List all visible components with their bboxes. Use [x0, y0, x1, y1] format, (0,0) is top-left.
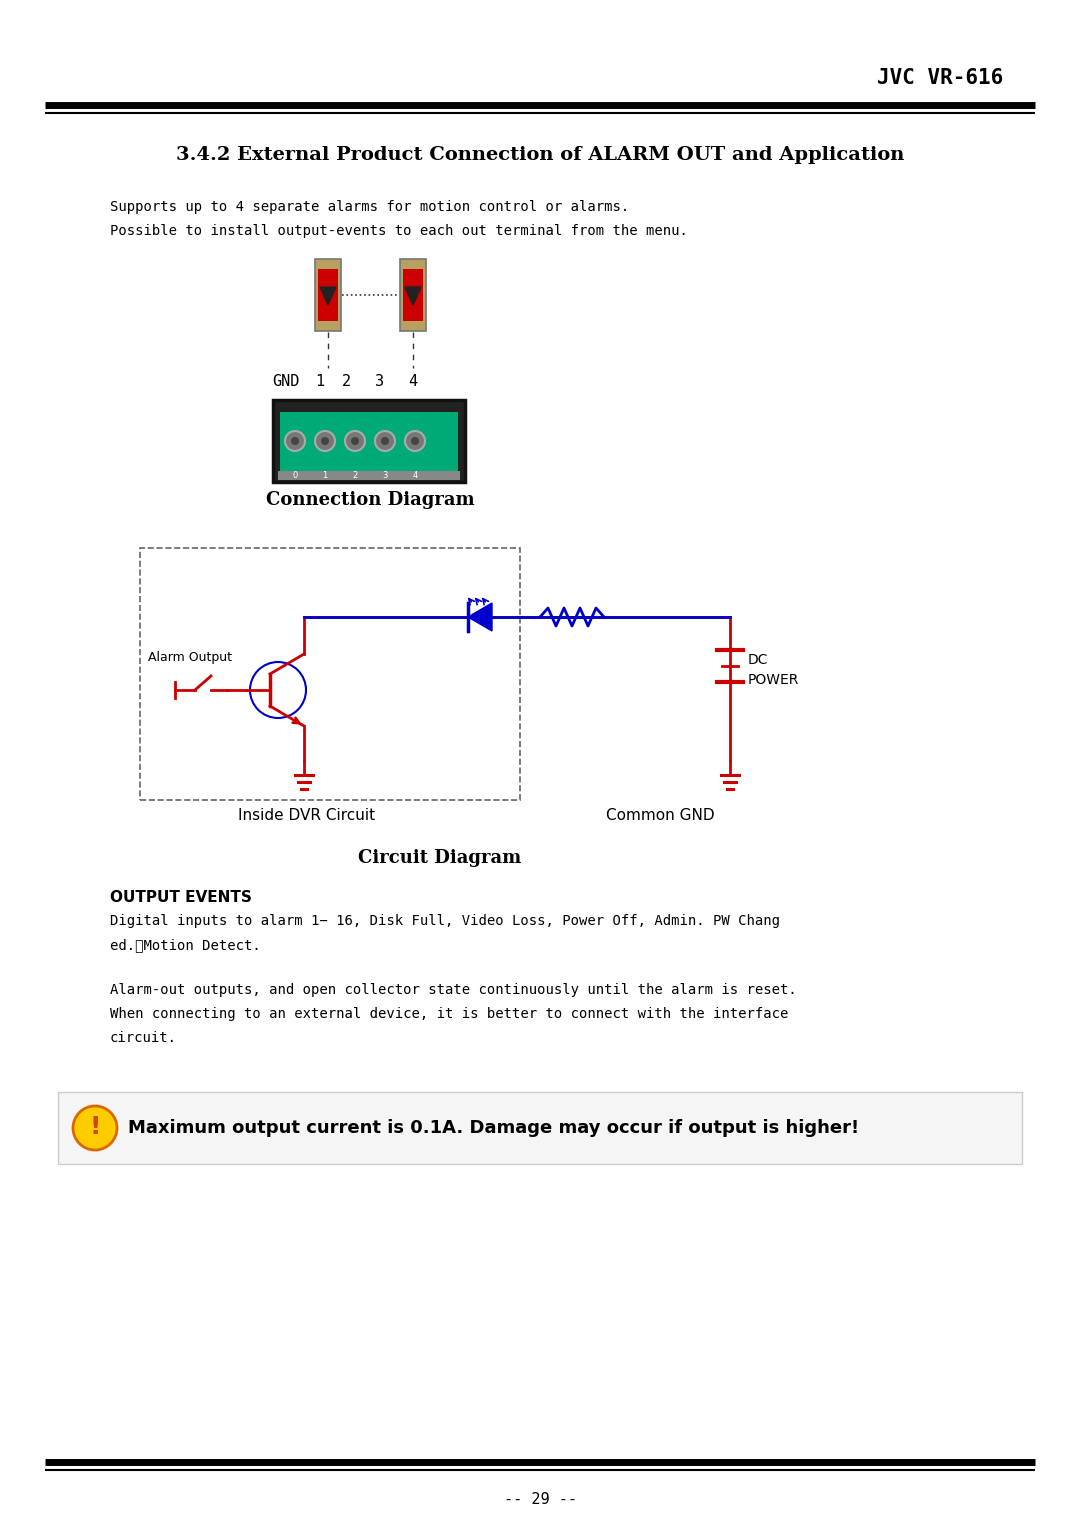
Text: Common GND: Common GND: [606, 807, 714, 822]
Bar: [318, 269, 338, 321]
Text: 3: 3: [382, 471, 388, 480]
Text: 1: 1: [315, 373, 325, 388]
Text: ed.　Motion Detect.: ed. Motion Detect.: [110, 938, 260, 952]
Text: 3: 3: [376, 373, 384, 388]
Circle shape: [351, 437, 359, 445]
Text: DC: DC: [748, 652, 769, 668]
Circle shape: [381, 437, 389, 445]
Text: 2: 2: [352, 471, 357, 480]
Text: Circuit Diagram: Circuit Diagram: [359, 850, 522, 866]
Text: Alarm-out outputs, and open collector state continuously until the alarm is rese: Alarm-out outputs, and open collector st…: [110, 983, 797, 996]
Text: Possible to install output-events to each out terminal from the menu.: Possible to install output-events to eac…: [110, 225, 688, 238]
Polygon shape: [405, 287, 421, 306]
Text: GND: GND: [272, 373, 299, 388]
Text: Connection Diagram: Connection Diagram: [266, 490, 474, 509]
Bar: [278, 471, 460, 480]
Polygon shape: [320, 287, 336, 306]
Text: JVC VR-616: JVC VR-616: [877, 69, 1003, 89]
Circle shape: [73, 1106, 117, 1151]
Text: !: !: [90, 1115, 100, 1138]
Bar: [58, 1093, 1022, 1164]
Bar: [400, 260, 426, 332]
Text: 3.4.2 External Product Connection of ALARM OUT and Application: 3.4.2 External Product Connection of ALA…: [176, 147, 904, 163]
Circle shape: [345, 431, 365, 451]
Text: 2: 2: [341, 373, 351, 388]
Text: Alarm Output: Alarm Output: [148, 651, 232, 665]
Text: Inside DVR Circuit: Inside DVR Circuit: [239, 807, 376, 822]
Circle shape: [321, 437, 329, 445]
Text: Digital inputs to alarm 1− 16, Disk Full, Video Loss, Power Off, Admin. PW Chang: Digital inputs to alarm 1− 16, Disk Full…: [110, 914, 780, 927]
Text: POWER: POWER: [748, 672, 799, 688]
Text: 0: 0: [293, 471, 298, 480]
Bar: [315, 260, 341, 332]
Circle shape: [405, 431, 426, 451]
Circle shape: [411, 437, 419, 445]
Bar: [280, 413, 458, 472]
Text: Maximum output current is 0.1A. Damage may occur if output is higher!: Maximum output current is 0.1A. Damage m…: [129, 1118, 859, 1137]
Circle shape: [285, 431, 305, 451]
Circle shape: [291, 437, 299, 445]
Text: -- 29 --: -- 29 --: [503, 1493, 577, 1508]
Text: 4: 4: [408, 373, 418, 388]
Bar: [273, 400, 465, 481]
Text: OUTPUT EVENTS: OUTPUT EVENTS: [110, 889, 252, 905]
Text: When connecting to an external device, it is better to connect with the interfac: When connecting to an external device, i…: [110, 1007, 788, 1021]
Text: circuit.: circuit.: [110, 1031, 177, 1045]
Text: 4: 4: [413, 471, 418, 480]
Bar: [140, 549, 519, 801]
Text: Supports up to 4 separate alarms for motion control or alarms.: Supports up to 4 separate alarms for mot…: [110, 200, 630, 214]
Circle shape: [315, 431, 335, 451]
Circle shape: [375, 431, 395, 451]
Text: 1: 1: [322, 471, 327, 480]
Bar: [403, 269, 423, 321]
Polygon shape: [468, 604, 492, 631]
